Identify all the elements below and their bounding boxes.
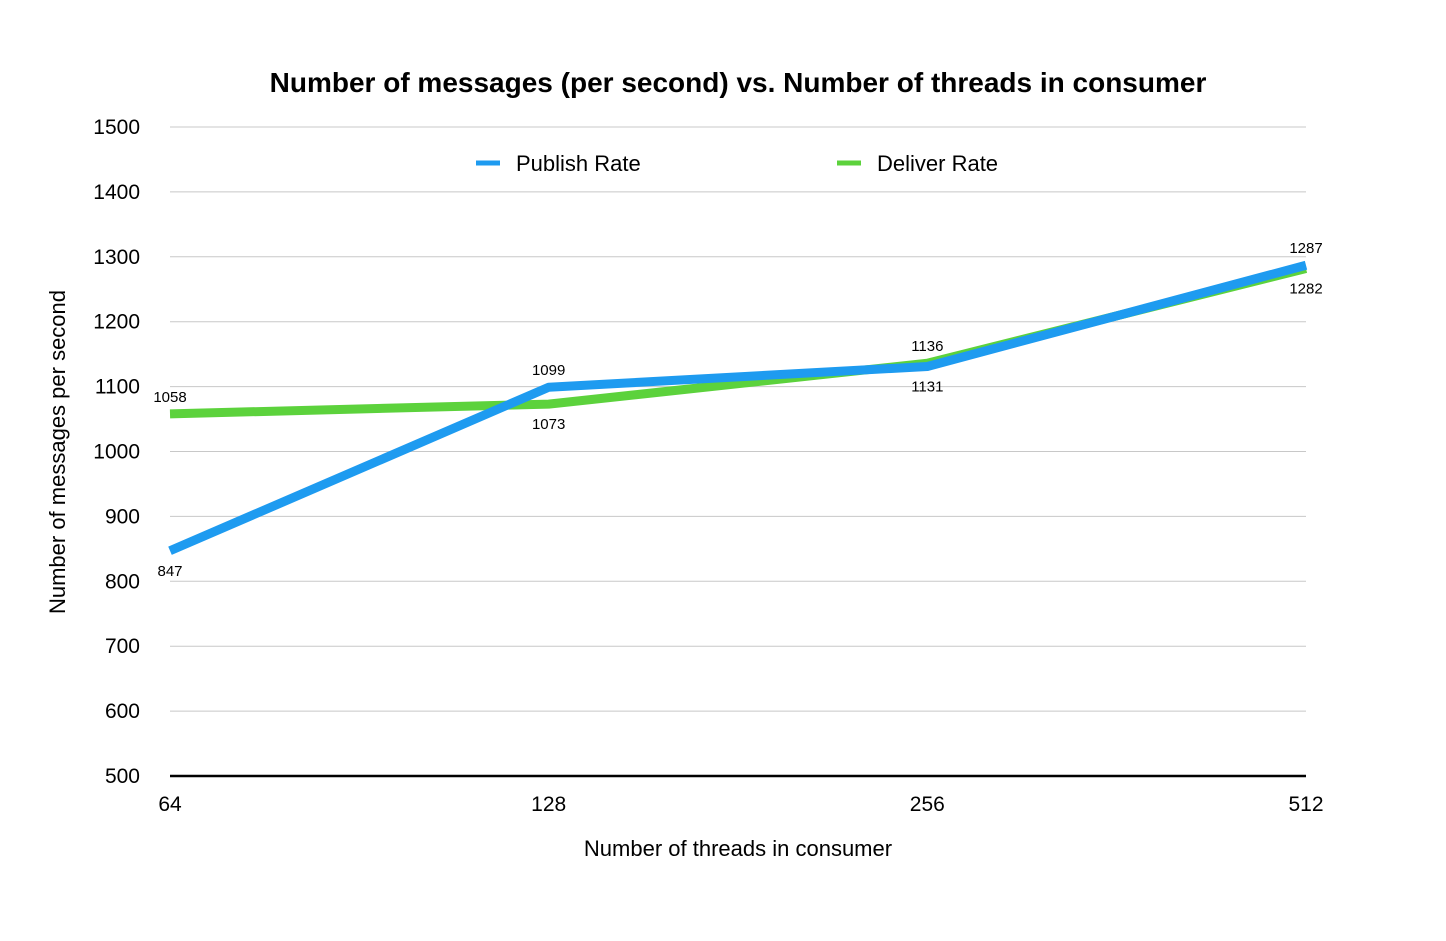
x-tick-label: 512 — [1288, 793, 1323, 816]
series — [168, 260, 1308, 555]
data-label: 1287 — [1289, 240, 1322, 257]
chart-title: Number of messages (per second) vs. Numb… — [270, 67, 1207, 98]
data-label: 1136 — [911, 338, 943, 355]
data-label: 1073 — [532, 416, 565, 433]
series-line-publish-rate — [168, 260, 1308, 555]
data-label: 1282 — [1289, 280, 1322, 297]
legend-label: Publish Rate — [516, 151, 641, 176]
data-labels: 847 1058 1099 1073 1131 1136 1287 1282 — [153, 240, 1322, 580]
y-tick-label: 800 — [105, 570, 140, 593]
y-tick-label: 500 — [105, 765, 140, 788]
x-axis-ticks: 64 128 256 512 — [158, 793, 1323, 816]
data-label: 847 — [157, 563, 182, 580]
y-tick-label: 1200 — [93, 311, 140, 334]
data-label: 1131 — [911, 378, 943, 395]
x-axis-title: Number of threads in consumer — [584, 836, 892, 861]
y-tick-label: 1500 — [93, 116, 140, 139]
legend: Publish Rate Deliver Rate — [476, 151, 998, 176]
y-axis-title: Number of messages per second — [45, 290, 70, 614]
y-tick-label: 1100 — [95, 376, 140, 399]
data-label: 1058 — [153, 389, 186, 406]
y-tick-label: 1000 — [93, 441, 140, 464]
y-axis-ticks: 500 600 700 800 900 1000 1100 1200 1300 1400 1500 — [93, 116, 140, 788]
series-line-deliver-rate — [169, 264, 1308, 419]
x-tick-label: 128 — [531, 793, 566, 816]
x-tick-label: 256 — [910, 793, 945, 816]
y-tick-label: 700 — [105, 635, 140, 658]
y-tick-label: 1300 — [93, 246, 140, 269]
y-tick-label: 1400 — [93, 181, 140, 204]
x-tick-label: 64 — [158, 793, 182, 816]
y-tick-label: 600 — [105, 700, 140, 723]
gridlines — [170, 126, 1306, 778]
data-label: 1099 — [532, 362, 565, 379]
legend-label: Deliver Rate — [877, 151, 998, 176]
y-tick-label: 900 — [105, 505, 140, 528]
